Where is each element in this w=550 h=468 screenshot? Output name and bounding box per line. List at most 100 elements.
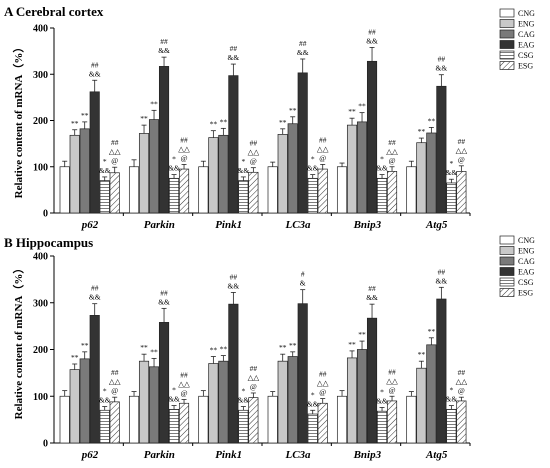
- panel-title: B Hippocampus: [4, 235, 93, 250]
- bar-esg: [109, 172, 120, 214]
- x-category-label: LC3a: [284, 219, 311, 231]
- x-category-label: LC3a: [284, 449, 311, 461]
- bar-cag: [426, 132, 437, 214]
- bar-csg: [376, 410, 388, 444]
- significance-mark: **: [279, 118, 287, 127]
- bar-esg: [456, 400, 467, 444]
- bar-cng: [59, 166, 70, 214]
- y-tick-label: 400: [33, 252, 48, 263]
- legend-label: ESG: [518, 62, 533, 71]
- significance-mark: ##: [230, 44, 238, 53]
- significance-mark: ##: [160, 288, 168, 297]
- significance-mark: △△: [109, 377, 122, 386]
- significance-mark: @: [181, 153, 188, 162]
- bar-eag: [436, 298, 447, 444]
- y-tick-label: 0: [43, 439, 48, 450]
- panel-title: A Cerebral cortex: [4, 4, 104, 19]
- significance-mark: *: [449, 159, 453, 168]
- significance-mark: ##: [388, 138, 396, 147]
- significance-mark: △△: [178, 144, 191, 153]
- bar-csg: [446, 182, 457, 214]
- significance-mark: ##: [111, 138, 119, 147]
- bar-csg: [168, 408, 180, 444]
- significance-mark: *: [103, 387, 107, 396]
- significance-mark: **: [220, 117, 228, 126]
- significance-mark: **: [279, 343, 287, 352]
- bar-cag: [287, 356, 298, 444]
- legend-label: CAG: [518, 257, 535, 266]
- significance-mark: ##: [368, 27, 376, 36]
- significance-mark: **: [418, 350, 426, 359]
- bar-eag: [297, 303, 308, 444]
- significance-mark: ##: [180, 371, 188, 380]
- significance-mark: &&: [89, 293, 101, 302]
- significance-mark: &&: [376, 164, 388, 173]
- y-tick-label: 300: [33, 70, 48, 81]
- significance-mark: ##: [368, 284, 376, 293]
- significance-mark: △△: [456, 146, 469, 155]
- significance-mark: **: [81, 111, 89, 120]
- significance-mark: ##: [319, 370, 327, 379]
- legend-label: ENG: [518, 247, 535, 256]
- bar-eng: [416, 142, 427, 214]
- bar-esg: [109, 401, 120, 444]
- bar-eng: [138, 360, 150, 444]
- bar-esg: [248, 397, 259, 444]
- bar-cag: [148, 119, 160, 214]
- bar-esg: [386, 171, 398, 214]
- legend-swatch-eng: [499, 19, 515, 28]
- significance-mark: △△: [248, 148, 261, 157]
- legend-swatch-cag: [499, 256, 515, 266]
- bar-eag: [89, 91, 100, 214]
- bar-cag: [426, 344, 437, 444]
- significance-mark: △△: [248, 373, 261, 382]
- bar-csg: [238, 180, 249, 214]
- legend-swatch-eag: [499, 267, 515, 276]
- significance-mark: @: [389, 385, 396, 394]
- bar-cag: [287, 123, 298, 214]
- significance-mark: #: [301, 270, 305, 279]
- y-tick-label: 100: [33, 392, 48, 403]
- legend-label: CSG: [518, 51, 534, 60]
- significance-mark: **: [71, 119, 79, 128]
- x-category-label: Parkin: [144, 219, 175, 231]
- significance-mark: ##: [91, 284, 99, 293]
- bar-csg: [168, 177, 180, 214]
- significance-mark: **: [140, 114, 148, 123]
- legend-label: EAG: [518, 41, 535, 50]
- bar-eag: [228, 303, 239, 444]
- significance-mark: **: [220, 345, 228, 354]
- legend-swatch-csg: [499, 277, 515, 287]
- bar-cag: [356, 349, 368, 444]
- significance-mark: △△: [386, 147, 399, 156]
- significance-mark: *: [380, 155, 384, 164]
- x-category-label: Atg5: [425, 219, 448, 231]
- bar-eag: [89, 315, 100, 444]
- significance-mark: △△: [317, 144, 330, 153]
- bar-eag: [366, 317, 378, 444]
- legend-label: CNG: [518, 9, 535, 18]
- significance-mark: &&: [158, 46, 170, 55]
- significance-mark: ##: [458, 137, 466, 146]
- bar-csg: [446, 408, 457, 444]
- bar-csg: [376, 177, 388, 214]
- significance-mark: &&: [366, 36, 378, 45]
- bar-eag: [228, 75, 239, 214]
- significance-mark: @: [458, 155, 465, 164]
- bar-eag: [158, 66, 170, 214]
- significance-mark: &&: [376, 396, 388, 405]
- legend-label: ENG: [518, 20, 535, 29]
- significance-mark: @: [250, 157, 257, 166]
- y-tick-label: 0: [43, 209, 48, 220]
- significance-mark: @: [250, 382, 257, 391]
- bar-eng: [69, 369, 80, 444]
- significance-mark: *: [172, 155, 176, 164]
- significance-mark: ##: [458, 368, 466, 377]
- significance-mark: ##: [438, 267, 446, 276]
- significance-mark: &: [300, 279, 306, 288]
- significance-mark: **: [358, 330, 366, 339]
